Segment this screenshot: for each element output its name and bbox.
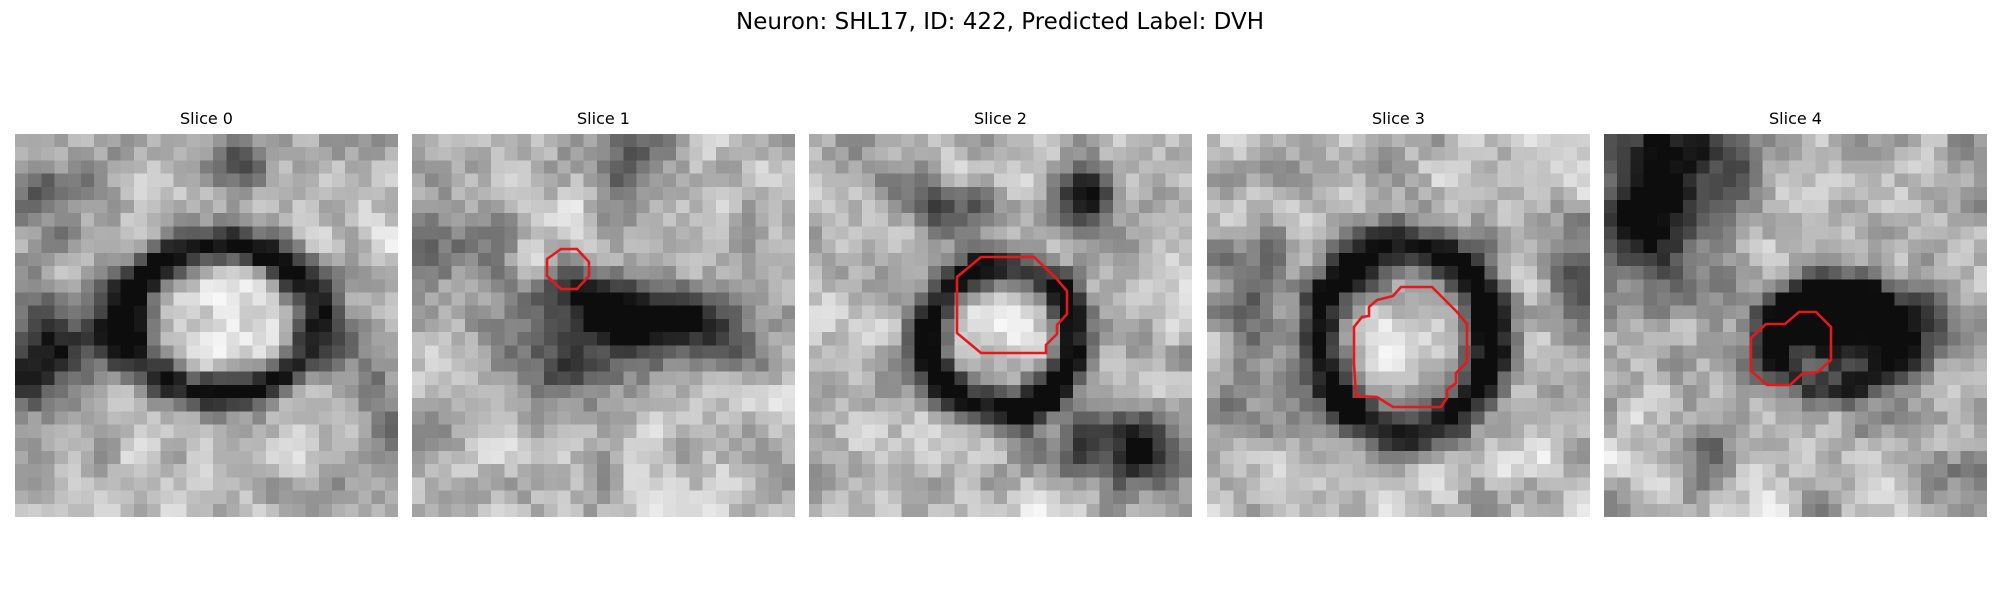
slice-image-2 [809, 134, 1192, 517]
slice-overlay-3 [1352, 285, 1469, 409]
slice-image-4 [1604, 134, 1987, 517]
slice-title-2: Slice 2 [974, 109, 1027, 128]
roi-contour-2 [955, 255, 1069, 355]
figure-title: Neuron: SHL17, ID: 422, Predicted Label:… [736, 9, 1264, 35]
slice-title-0: Slice 0 [180, 109, 233, 128]
slice-title-1: Slice 1 [577, 109, 630, 128]
slice-panel-3: Slice 3 [1207, 108, 1590, 517]
roi-contour-1 [545, 247, 591, 291]
slice-image-3 [1207, 134, 1590, 517]
slice-overlay-0 [15, 134, 398, 517]
slice-panel-0: Slice 0 [15, 108, 398, 517]
slice-image-0 [15, 134, 398, 517]
roi-contour-4 [1749, 310, 1833, 387]
slice-image-1 [412, 134, 795, 517]
slice-overlay-4 [1749, 310, 1833, 387]
slice-panel-4: Slice 4 [1604, 108, 1987, 517]
slice-overlay-1 [545, 247, 591, 291]
roi-contour-3 [1352, 285, 1469, 409]
slice-title-4: Slice 4 [1769, 109, 1822, 128]
slice-panel-1: Slice 1 [412, 108, 795, 517]
slice-panel-2: Slice 2 [809, 108, 1192, 517]
slice-title-3: Slice 3 [1372, 109, 1425, 128]
slice-overlay-2 [955, 255, 1069, 355]
